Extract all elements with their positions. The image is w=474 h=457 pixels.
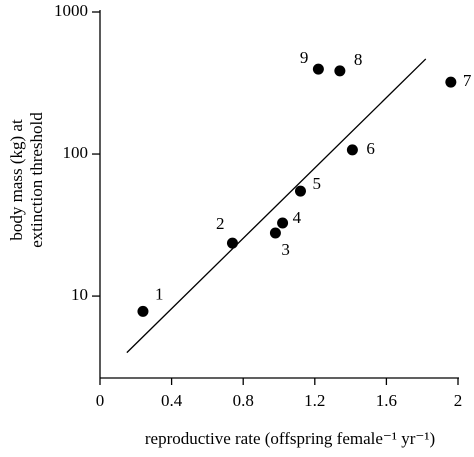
trend-line xyxy=(126,58,427,354)
y-axis-label: body mass (kg) at extinction threshold xyxy=(7,112,46,248)
point xyxy=(226,237,238,249)
y-tick-label: 1000 xyxy=(54,1,88,20)
x-axis-label: reproductive rate (offspring female⁻¹ yr… xyxy=(145,429,435,448)
point xyxy=(294,185,306,197)
x-tick-label: 0 xyxy=(96,391,105,410)
point-label: 9 xyxy=(300,48,309,67)
y-tick-label: 10 xyxy=(71,285,88,304)
y-axis-label-line: body mass (kg) at xyxy=(7,119,26,241)
point xyxy=(334,65,346,77)
point-label: 4 xyxy=(293,208,302,227)
x-tick-label: 2 xyxy=(454,391,463,410)
point xyxy=(445,76,457,88)
point-label: 6 xyxy=(366,139,375,158)
x-tick-label: 1.2 xyxy=(304,391,325,410)
point xyxy=(137,305,149,317)
point-label: 3 xyxy=(281,240,290,259)
y-axis-label-line: extinction threshold xyxy=(27,112,46,248)
point xyxy=(346,144,358,156)
point-label: 5 xyxy=(312,174,321,193)
point xyxy=(312,63,324,75)
point-label: 2 xyxy=(216,214,225,233)
point xyxy=(277,217,289,229)
x-tick-label: 1.6 xyxy=(376,391,397,410)
y-tick-label: 100 xyxy=(63,143,89,162)
x-tick-label: 0.8 xyxy=(233,391,254,410)
point xyxy=(269,227,281,239)
point-label: 1 xyxy=(155,284,164,303)
point-label: 8 xyxy=(354,50,363,69)
x-tick-label: 0.4 xyxy=(161,391,183,410)
point-label: 7 xyxy=(463,71,472,90)
